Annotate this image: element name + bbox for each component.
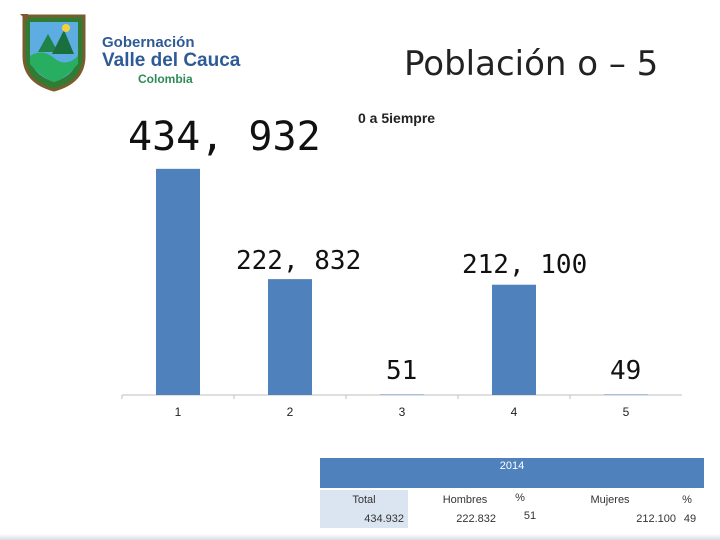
bar-2	[268, 279, 312, 395]
header-pct-mujeres: %	[682, 494, 692, 506]
slide-title: Población o – 5	[404, 44, 659, 84]
data-label-bar-5: 49	[610, 356, 642, 386]
data-label-bar-1: 434, 932	[128, 114, 321, 160]
value-pct-hombres: 51	[523, 510, 537, 522]
header-total: Total	[320, 490, 408, 510]
x-tick-label: 1	[174, 405, 182, 419]
gobernacion-logo: Gobernación Valle del Cauca Colombia	[18, 12, 258, 92]
header-mujeres: Mujeres	[590, 494, 630, 506]
header-hombres: Hombres	[442, 494, 488, 506]
logo-text-gobernacion: Gobernación	[102, 34, 195, 51]
table-header-year: 2014	[320, 458, 704, 488]
valle-del-cauca-shield-icon	[20, 14, 86, 92]
header-pct-hombres: %	[515, 492, 525, 504]
bar-4	[492, 284, 536, 395]
bar-1	[156, 168, 200, 395]
data-label-bar-3: 51	[386, 356, 418, 386]
x-tick-label: 5	[622, 405, 630, 419]
bar-5	[604, 394, 648, 395]
value-pct-mujeres: 49	[683, 513, 697, 525]
value-hombres: 222.832	[456, 513, 496, 525]
slide-bottom-edge	[0, 534, 720, 540]
x-tick-label: 4	[510, 405, 518, 419]
table-value-row: 434.932 222.832 51 212.100 49	[320, 510, 704, 528]
bar-3	[380, 394, 424, 395]
logo-text-valle-del-cauca: Valle del Cauca	[102, 50, 241, 71]
value-total: 434.932	[320, 510, 408, 528]
table-header-row: Total Hombres % Mujeres %	[320, 490, 704, 510]
x-tick-label: 2	[286, 405, 294, 419]
data-label-bar-4: 212, 100	[462, 250, 588, 280]
table-year: 2014	[499, 460, 525, 472]
data-label-bar-2: 222, 832	[236, 246, 362, 276]
series-name-label: 0 a 5iempre	[358, 110, 436, 126]
logo-text-colombia: Colombia	[138, 72, 193, 86]
value-mujeres: 212.100	[636, 513, 676, 525]
x-tick-label: 3	[398, 405, 406, 419]
